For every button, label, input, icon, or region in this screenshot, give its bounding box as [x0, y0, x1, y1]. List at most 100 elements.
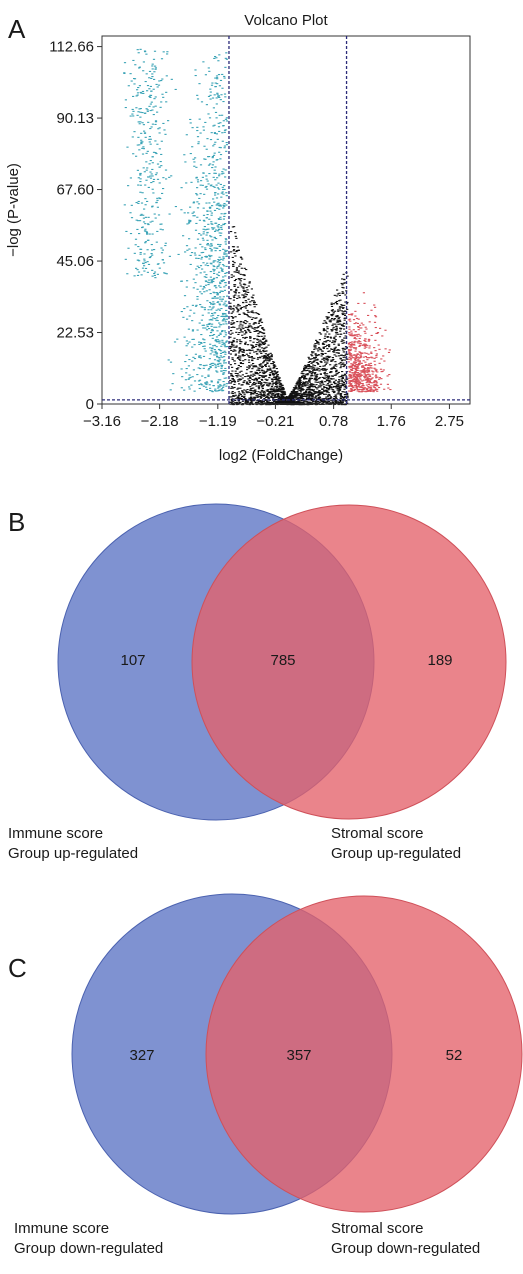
point-up-regulated	[363, 339, 366, 341]
point-down-regulated	[199, 193, 202, 195]
point-not-significant	[268, 394, 271, 396]
point-not-significant	[308, 358, 311, 360]
point-down-regulated	[142, 217, 145, 219]
point-not-significant	[257, 386, 261, 388]
point-down-regulated	[200, 252, 203, 254]
point-down-regulated	[204, 284, 208, 286]
point-not-significant	[335, 326, 338, 328]
point-up-regulated	[358, 361, 361, 363]
point-up-regulated	[348, 356, 351, 358]
point-not-significant	[269, 369, 272, 371]
point-down-regulated	[223, 131, 226, 133]
point-not-significant	[233, 226, 236, 228]
point-not-significant	[317, 392, 320, 394]
point-not-significant	[273, 376, 276, 378]
point-up-regulated	[362, 292, 365, 294]
point-down-regulated	[223, 289, 226, 291]
point-down-regulated	[158, 80, 161, 82]
point-not-significant	[307, 398, 310, 400]
point-down-regulated	[156, 163, 160, 165]
point-not-significant	[324, 352, 327, 354]
point-down-regulated	[140, 213, 143, 215]
point-down-regulated	[202, 126, 205, 128]
point-up-regulated	[373, 304, 376, 306]
point-not-significant	[276, 374, 279, 376]
point-down-regulated	[158, 166, 161, 168]
point-down-regulated	[161, 249, 164, 251]
point-down-regulated	[216, 92, 219, 94]
point-up-regulated	[356, 385, 359, 387]
point-down-regulated	[224, 118, 227, 120]
point-down-regulated	[141, 112, 144, 114]
point-not-significant	[340, 306, 343, 308]
point-down-regulated	[193, 215, 196, 217]
point-down-regulated	[129, 212, 132, 214]
point-not-significant	[318, 381, 321, 383]
point-not-significant	[324, 329, 327, 331]
point-down-regulated	[198, 118, 201, 120]
point-not-significant	[236, 373, 239, 375]
point-not-significant	[232, 263, 235, 265]
point-not-significant	[250, 387, 253, 389]
point-not-significant	[324, 369, 327, 371]
point-not-significant	[234, 294, 237, 296]
point-down-regulated	[194, 229, 198, 231]
point-not-significant	[318, 396, 321, 398]
point-not-significant	[237, 380, 240, 382]
point-down-regulated	[206, 262, 209, 264]
point-down-regulated	[213, 132, 217, 134]
point-up-regulated	[353, 389, 356, 391]
point-not-significant	[256, 396, 259, 398]
point-not-significant	[271, 395, 274, 397]
point-down-regulated	[144, 184, 147, 186]
point-not-significant	[338, 402, 341, 404]
point-not-significant	[333, 347, 336, 349]
point-not-significant	[275, 378, 278, 380]
point-not-significant	[258, 346, 261, 348]
point-not-significant	[336, 383, 339, 385]
point-down-regulated	[191, 330, 194, 332]
point-not-significant	[310, 402, 313, 404]
point-not-significant	[332, 349, 335, 351]
point-not-significant	[277, 382, 280, 384]
point-not-significant	[310, 399, 313, 401]
point-not-significant	[287, 402, 290, 404]
point-not-significant	[281, 387, 285, 389]
point-down-regulated	[224, 212, 227, 214]
point-not-significant	[337, 385, 340, 387]
point-not-significant	[286, 402, 289, 404]
point-not-significant	[279, 389, 282, 391]
point-up-regulated	[370, 309, 373, 311]
point-down-regulated	[129, 115, 132, 117]
point-down-regulated	[191, 127, 194, 129]
point-down-regulated	[204, 350, 207, 352]
point-not-significant	[341, 371, 344, 373]
point-up-regulated	[376, 376, 379, 378]
point-not-significant	[308, 365, 311, 367]
point-not-significant	[340, 282, 343, 284]
point-not-significant	[255, 378, 259, 380]
point-up-regulated	[363, 373, 366, 375]
point-down-regulated	[224, 367, 227, 369]
point-not-significant	[261, 386, 264, 388]
point-up-regulated	[354, 310, 357, 312]
point-up-regulated	[375, 354, 378, 356]
point-not-significant	[332, 328, 335, 330]
point-up-regulated	[375, 381, 378, 383]
point-not-significant	[325, 368, 328, 370]
point-not-significant	[239, 284, 242, 286]
point-not-significant	[259, 318, 263, 320]
point-not-significant	[290, 394, 293, 396]
point-up-regulated	[347, 377, 350, 379]
point-down-regulated	[182, 235, 185, 237]
point-not-significant	[337, 386, 340, 388]
point-not-significant	[321, 400, 324, 402]
point-not-significant	[317, 343, 320, 345]
point-down-regulated	[215, 287, 218, 289]
point-down-regulated	[212, 281, 215, 283]
point-not-significant	[311, 393, 314, 395]
point-down-regulated	[220, 196, 223, 198]
point-down-regulated	[151, 249, 154, 251]
point-not-significant	[333, 381, 336, 383]
point-down-regulated	[214, 141, 217, 143]
